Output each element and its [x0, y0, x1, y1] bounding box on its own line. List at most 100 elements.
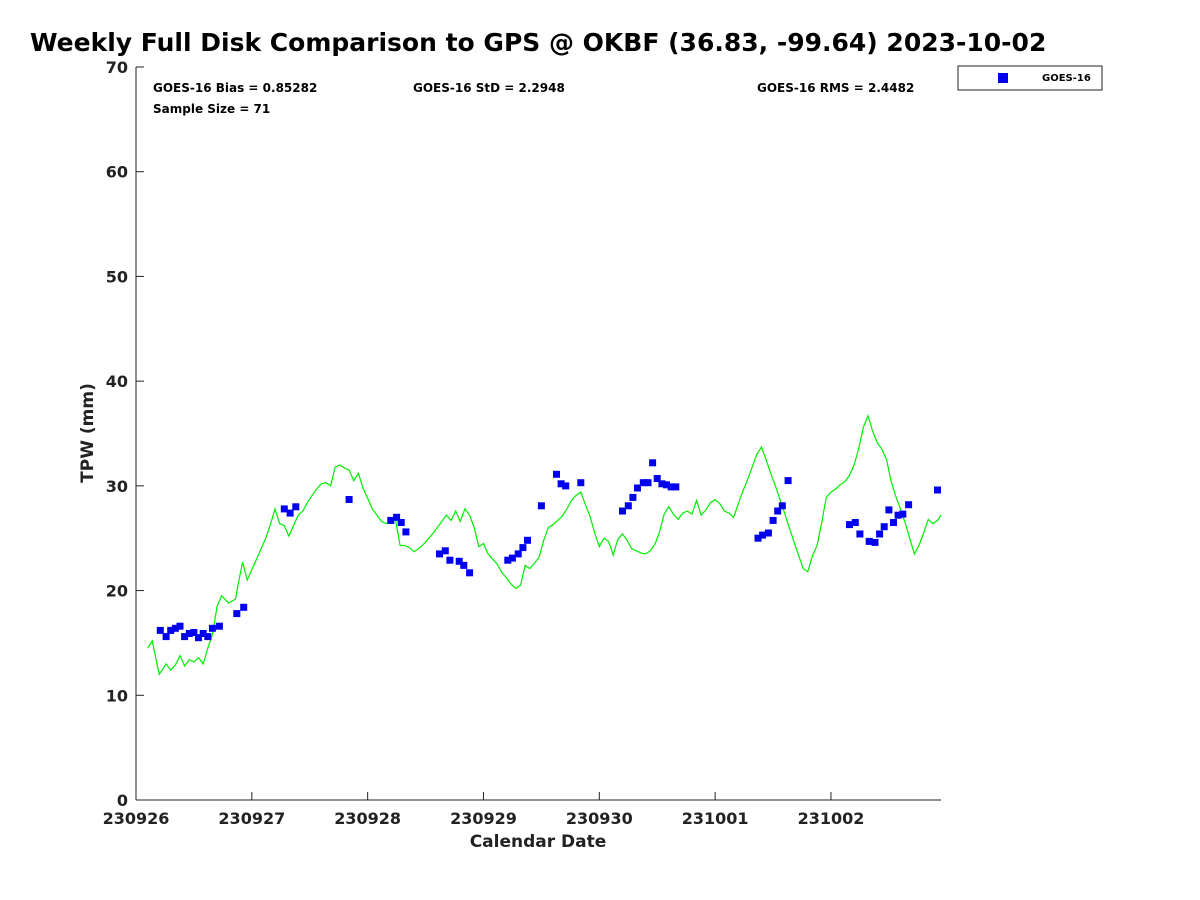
stat-bias: GOES-16 Bias = 0.85282 [153, 81, 317, 95]
goes-data-point [176, 622, 184, 630]
goes-data-point [345, 496, 353, 503]
goes-data-point [890, 519, 897, 526]
goes-data-point [649, 459, 657, 467]
goes-data-point [240, 603, 248, 611]
goes-data-point [769, 516, 777, 524]
goes-data-point [774, 507, 782, 515]
goes-data-point [634, 484, 641, 492]
plot-frame [136, 67, 941, 800]
y-tick-label: 60 [106, 163, 128, 182]
goes-data-point [280, 505, 288, 513]
goes-data-point [639, 479, 647, 487]
x-tick-label: 230928 [334, 809, 401, 828]
goes-data-point [851, 519, 859, 526]
goes-data-point [653, 475, 661, 482]
goes-data-point [754, 534, 762, 542]
goes-data-point [876, 530, 884, 538]
goes-data-point [667, 483, 675, 491]
legend-marker [998, 73, 1008, 83]
goes-data-point [880, 523, 888, 531]
goes-data-point [508, 554, 516, 562]
goes-data-point [167, 626, 175, 634]
goes-data-point [644, 479, 652, 487]
goes-data-point [846, 521, 853, 529]
y-tick-label: 70 [106, 58, 128, 77]
goes-data-point [199, 630, 207, 637]
goes-data-point [934, 486, 941, 494]
goes-data-point [856, 530, 864, 538]
goes-data-point [455, 557, 463, 565]
x-tick-label: 231001 [682, 809, 749, 828]
goes-data-point [215, 622, 223, 630]
goes-data-point [537, 502, 545, 510]
legend-box [957, 65, 1103, 91]
goes-data-point [436, 550, 443, 558]
goes-data-point [208, 624, 216, 632]
goes-data-point [292, 503, 300, 511]
x-tick-label: 230926 [103, 809, 170, 828]
goes-data-point [557, 480, 565, 488]
goes-series-points [156, 459, 941, 642]
goes-data-point [286, 509, 294, 517]
gps-series-line [147, 413, 942, 676]
goes-data-point [663, 481, 670, 489]
stat-std: GOES-16 StD = 2.2948 [413, 81, 565, 95]
goes-data-point [233, 610, 241, 618]
x-tick-label: 230927 [218, 809, 285, 828]
goes-data-point [553, 470, 560, 478]
goes-data-point [156, 626, 164, 634]
goes-data-point [466, 569, 474, 577]
goes-data-point [524, 536, 531, 544]
x-axis-label: Calendar Date [470, 832, 607, 852]
goes-data-point [195, 634, 202, 642]
goes-data-point [784, 477, 792, 485]
x-tick-label: 231002 [798, 809, 865, 828]
y-tick-label: 30 [106, 477, 128, 496]
x-tick-label: 230930 [566, 809, 633, 828]
plot-area [135, 67, 941, 801]
goes-data-point [446, 556, 454, 564]
goes-data-point [387, 516, 395, 524]
x-tick-label: 230929 [450, 809, 517, 828]
goes-data-point [899, 510, 907, 518]
goes-data-point [624, 502, 632, 510]
gps-line-path [147, 413, 942, 676]
y-tick-label: 40 [106, 372, 128, 391]
goes-data-point [672, 483, 680, 491]
y-tick-label: 10 [106, 686, 128, 705]
goes-data-point [181, 633, 189, 641]
legend-label: GOES-16 [1042, 73, 1091, 84]
stat-rms: GOES-16 RMS = 2.4482 [757, 81, 914, 95]
goes-data-point [894, 511, 902, 519]
goes-data-point [871, 538, 879, 546]
goes-data-point [402, 528, 410, 536]
goes-data-point [204, 633, 212, 641]
x-axis-ticks: 230926 230927 230928 230929 230930 231001 2310… [103, 792, 865, 828]
goes-data-point [190, 629, 198, 636]
goes-data-point [865, 537, 873, 545]
goes-data-point [658, 480, 666, 488]
goes-data-point [162, 633, 170, 641]
goes-data-point [504, 556, 512, 564]
y-tick-label: 50 [106, 267, 128, 286]
legend: GOES-16 [957, 65, 1103, 91]
goes-data-point [759, 531, 767, 539]
goes-data-point [514, 550, 522, 558]
goes-data-point [778, 502, 786, 510]
goes-data-point [885, 506, 893, 514]
goes-data-point [619, 507, 626, 515]
goes-data-point [519, 544, 527, 552]
y-axis-ticks: 0 10 20 30 40 50 60 70 [106, 58, 144, 810]
y-axis-label: TPW (mm) [78, 383, 98, 483]
goes-data-point [393, 513, 401, 521]
y-tick-label: 20 [106, 582, 128, 601]
goes-data-point [629, 493, 637, 501]
goes-data-point [764, 529, 772, 537]
goes-data-point [905, 501, 913, 509]
stat-sample-size: Sample Size = 71 [153, 102, 270, 116]
goes-data-point [171, 624, 179, 632]
goes-data-point [460, 561, 468, 569]
goes-data-point [397, 519, 405, 526]
goes-data-point [441, 547, 449, 555]
